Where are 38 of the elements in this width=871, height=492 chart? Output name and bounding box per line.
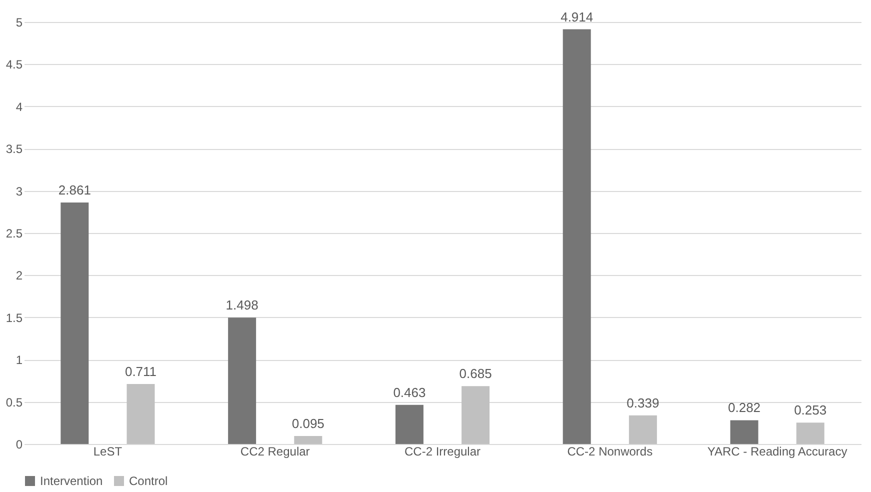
data-label: 2.861 (58, 182, 91, 198)
x-tick-label: CC2 Regular (240, 444, 310, 458)
bar (462, 386, 490, 444)
y-tick-label: 2.5 (6, 226, 23, 240)
y-tick-label: 2 (16, 268, 23, 283)
y-tick-label: 3 (16, 184, 23, 198)
y-tick-label: 1.5 (6, 310, 23, 325)
data-label: 0.685 (459, 366, 492, 382)
data-label: 0.253 (794, 402, 827, 418)
data-label: 4.914 (560, 9, 594, 24)
bar (60, 202, 89, 444)
bar (562, 29, 591, 444)
bar (628, 415, 657, 444)
y-tick-label: 4.5 (6, 58, 23, 72)
bar (730, 420, 758, 444)
data-label: 0.463 (393, 384, 426, 400)
data-label: 0.282 (728, 400, 761, 416)
x-tick-label: CC-2 Nonwords (567, 444, 653, 458)
x-tick-label: YARC - Reading Accuracy (707, 444, 848, 458)
y-tick-label: 1 (16, 353, 23, 368)
bar (126, 384, 155, 444)
bar (228, 318, 256, 444)
x-tick-label: LeST (93, 444, 123, 458)
y-tick-label: 5 (16, 16, 23, 30)
data-label: 1.498 (226, 298, 258, 313)
x-tick-label: CC-2 Irregular (404, 444, 481, 458)
legend-label: Control (129, 474, 168, 488)
bar (796, 422, 824, 444)
bar (294, 436, 322, 444)
bar (395, 404, 424, 444)
legend-label: Intervention (40, 474, 103, 488)
data-label: 0.095 (292, 416, 324, 431)
data-label: 0.711 (124, 364, 157, 379)
data-label: 0.339 (626, 395, 660, 410)
y-tick-label: 0 (16, 438, 23, 452)
y-tick-label: 3.5 (6, 142, 23, 156)
y-tick-label: 4 (16, 100, 23, 114)
y-tick-label: 0.5 (6, 395, 23, 410)
